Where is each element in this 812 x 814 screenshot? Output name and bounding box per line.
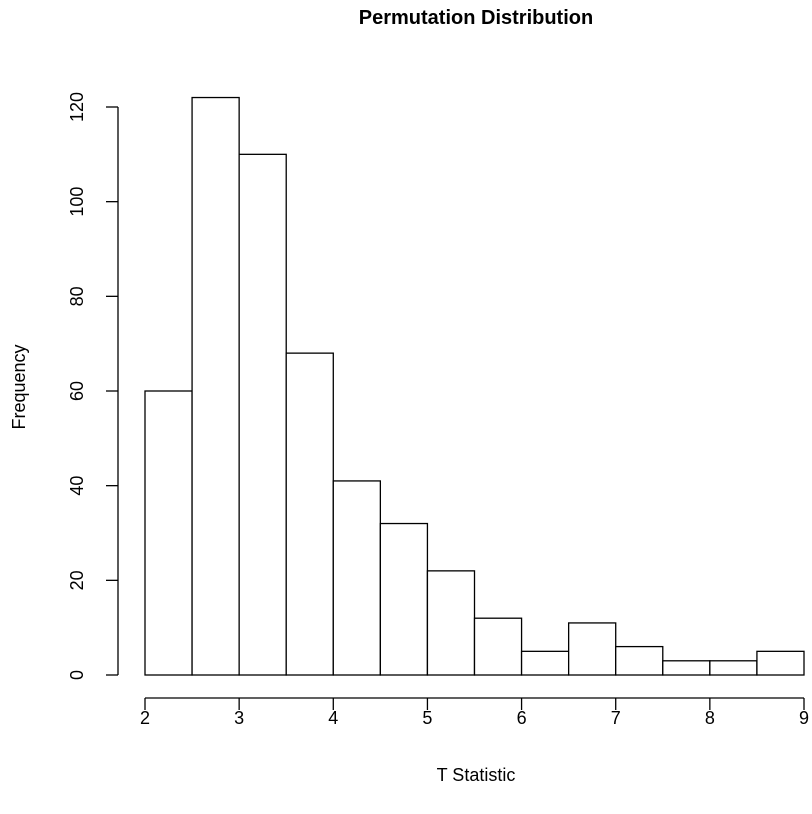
histogram-bar-12 (709, 660, 758, 676)
histogram-bar-10 (615, 645, 664, 676)
x-tick-label-4: 4 (328, 708, 338, 728)
x-axis: 2 3 4 5 6 7 8 9 (140, 697, 809, 728)
y-axis: 0 20 40 60 80 100 120 (67, 92, 119, 680)
y-tick-label-80: 80 (67, 286, 87, 306)
y-tick-label-100: 100 (67, 187, 87, 217)
y-axis-label: Frequency (9, 344, 29, 429)
histogram-bar-7 (473, 617, 523, 676)
x-tick-label-2: 2 (140, 708, 150, 728)
x-tick-label-3: 3 (234, 708, 244, 728)
x-tick-label-5: 5 (422, 708, 432, 728)
histogram-bar-5 (379, 522, 429, 676)
histogram-bar-2 (238, 153, 287, 676)
histogram-bar-0 (144, 390, 193, 676)
x-axis-label: T Statistic (437, 765, 516, 785)
x-tick-label-7: 7 (611, 708, 621, 728)
x-tick-label-6: 6 (517, 708, 527, 728)
chart-title: Permutation Distribution (359, 7, 593, 29)
histogram-bar-4 (332, 480, 382, 676)
histogram-bar-9 (567, 622, 617, 676)
histogram-bar-13 (756, 650, 805, 676)
x-tick-label-9: 9 (799, 708, 809, 728)
y-tick-label-40: 40 (67, 476, 87, 496)
y-tick-label-120: 120 (67, 92, 87, 122)
histogram-bar-1 (191, 96, 240, 676)
x-tick-label-8: 8 (705, 708, 715, 728)
histogram-bar-8 (520, 650, 570, 676)
histogram-bar-11 (662, 660, 711, 676)
histogram-bar-3 (285, 352, 334, 676)
y-tick-label-20: 20 (67, 570, 87, 590)
histogram-bar-6 (426, 570, 476, 676)
y-tick-label-0: 0 (67, 670, 87, 680)
bars-group (144, 96, 805, 676)
y-tick-label-60: 60 (67, 381, 87, 401)
